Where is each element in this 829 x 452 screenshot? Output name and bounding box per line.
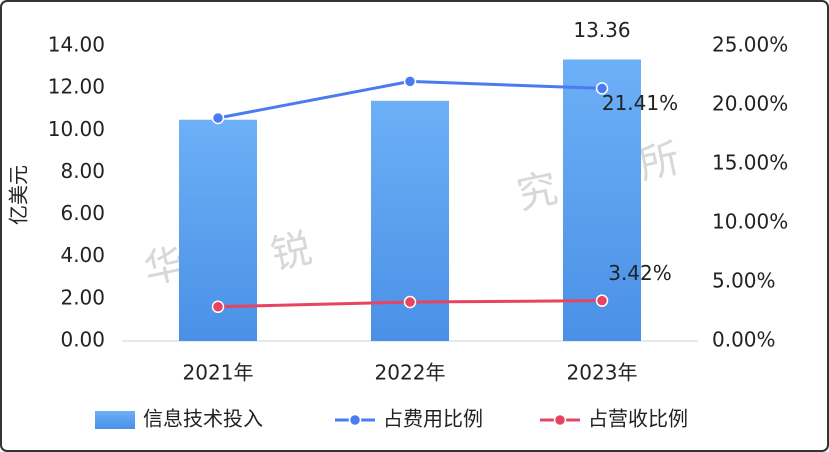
x-tick-label: 2022年 [375,361,446,385]
watermark: 锐 [267,225,316,278]
y-tick-label: 10.00 [48,117,105,141]
y2-tick-label: 25.00% [712,33,788,57]
legend-swatch [348,413,362,427]
point [403,295,417,309]
y2-tick-label: 5.00% [712,269,776,293]
y2-tick-label: 0.00% [712,328,776,352]
legend-swatch [553,413,567,427]
legend-swatch [95,411,135,429]
y-tick-label: 2.00 [60,285,105,309]
legend-label: 信息技术投入 [143,407,263,431]
y-axis-title: 亿美元 [7,165,31,225]
point [595,82,609,95]
point [403,75,417,88]
x-tick-label: 2021年 [183,361,254,385]
x-tick-label: 2023年 [567,361,638,385]
legend-label: 占营收比例 [588,407,688,431]
y-tick-label: 4.00 [60,243,105,267]
watermark: 所 [635,135,684,188]
data-label: 3.42% [608,261,672,285]
y2-tick-label: 15.00% [712,151,788,175]
point [211,300,225,314]
watermark: 究 [513,165,562,218]
y-tick-label: 12.00 [48,75,105,99]
y-tick-label: 8.00 [60,159,105,183]
y-tick-label: 14.00 [48,33,105,57]
point [211,111,225,125]
y2-tick-label: 20.00% [712,92,788,116]
legend-label: 占费用比例 [383,407,483,431]
y-tick-label: 0.00 [60,328,105,352]
bar [563,59,641,341]
data-label: 13.36 [573,18,630,42]
data-label: 21.41% [602,91,678,115]
y-tick-label: 6.00 [60,201,105,225]
point [595,294,609,307]
y2-tick-label: 10.00% [712,210,788,234]
